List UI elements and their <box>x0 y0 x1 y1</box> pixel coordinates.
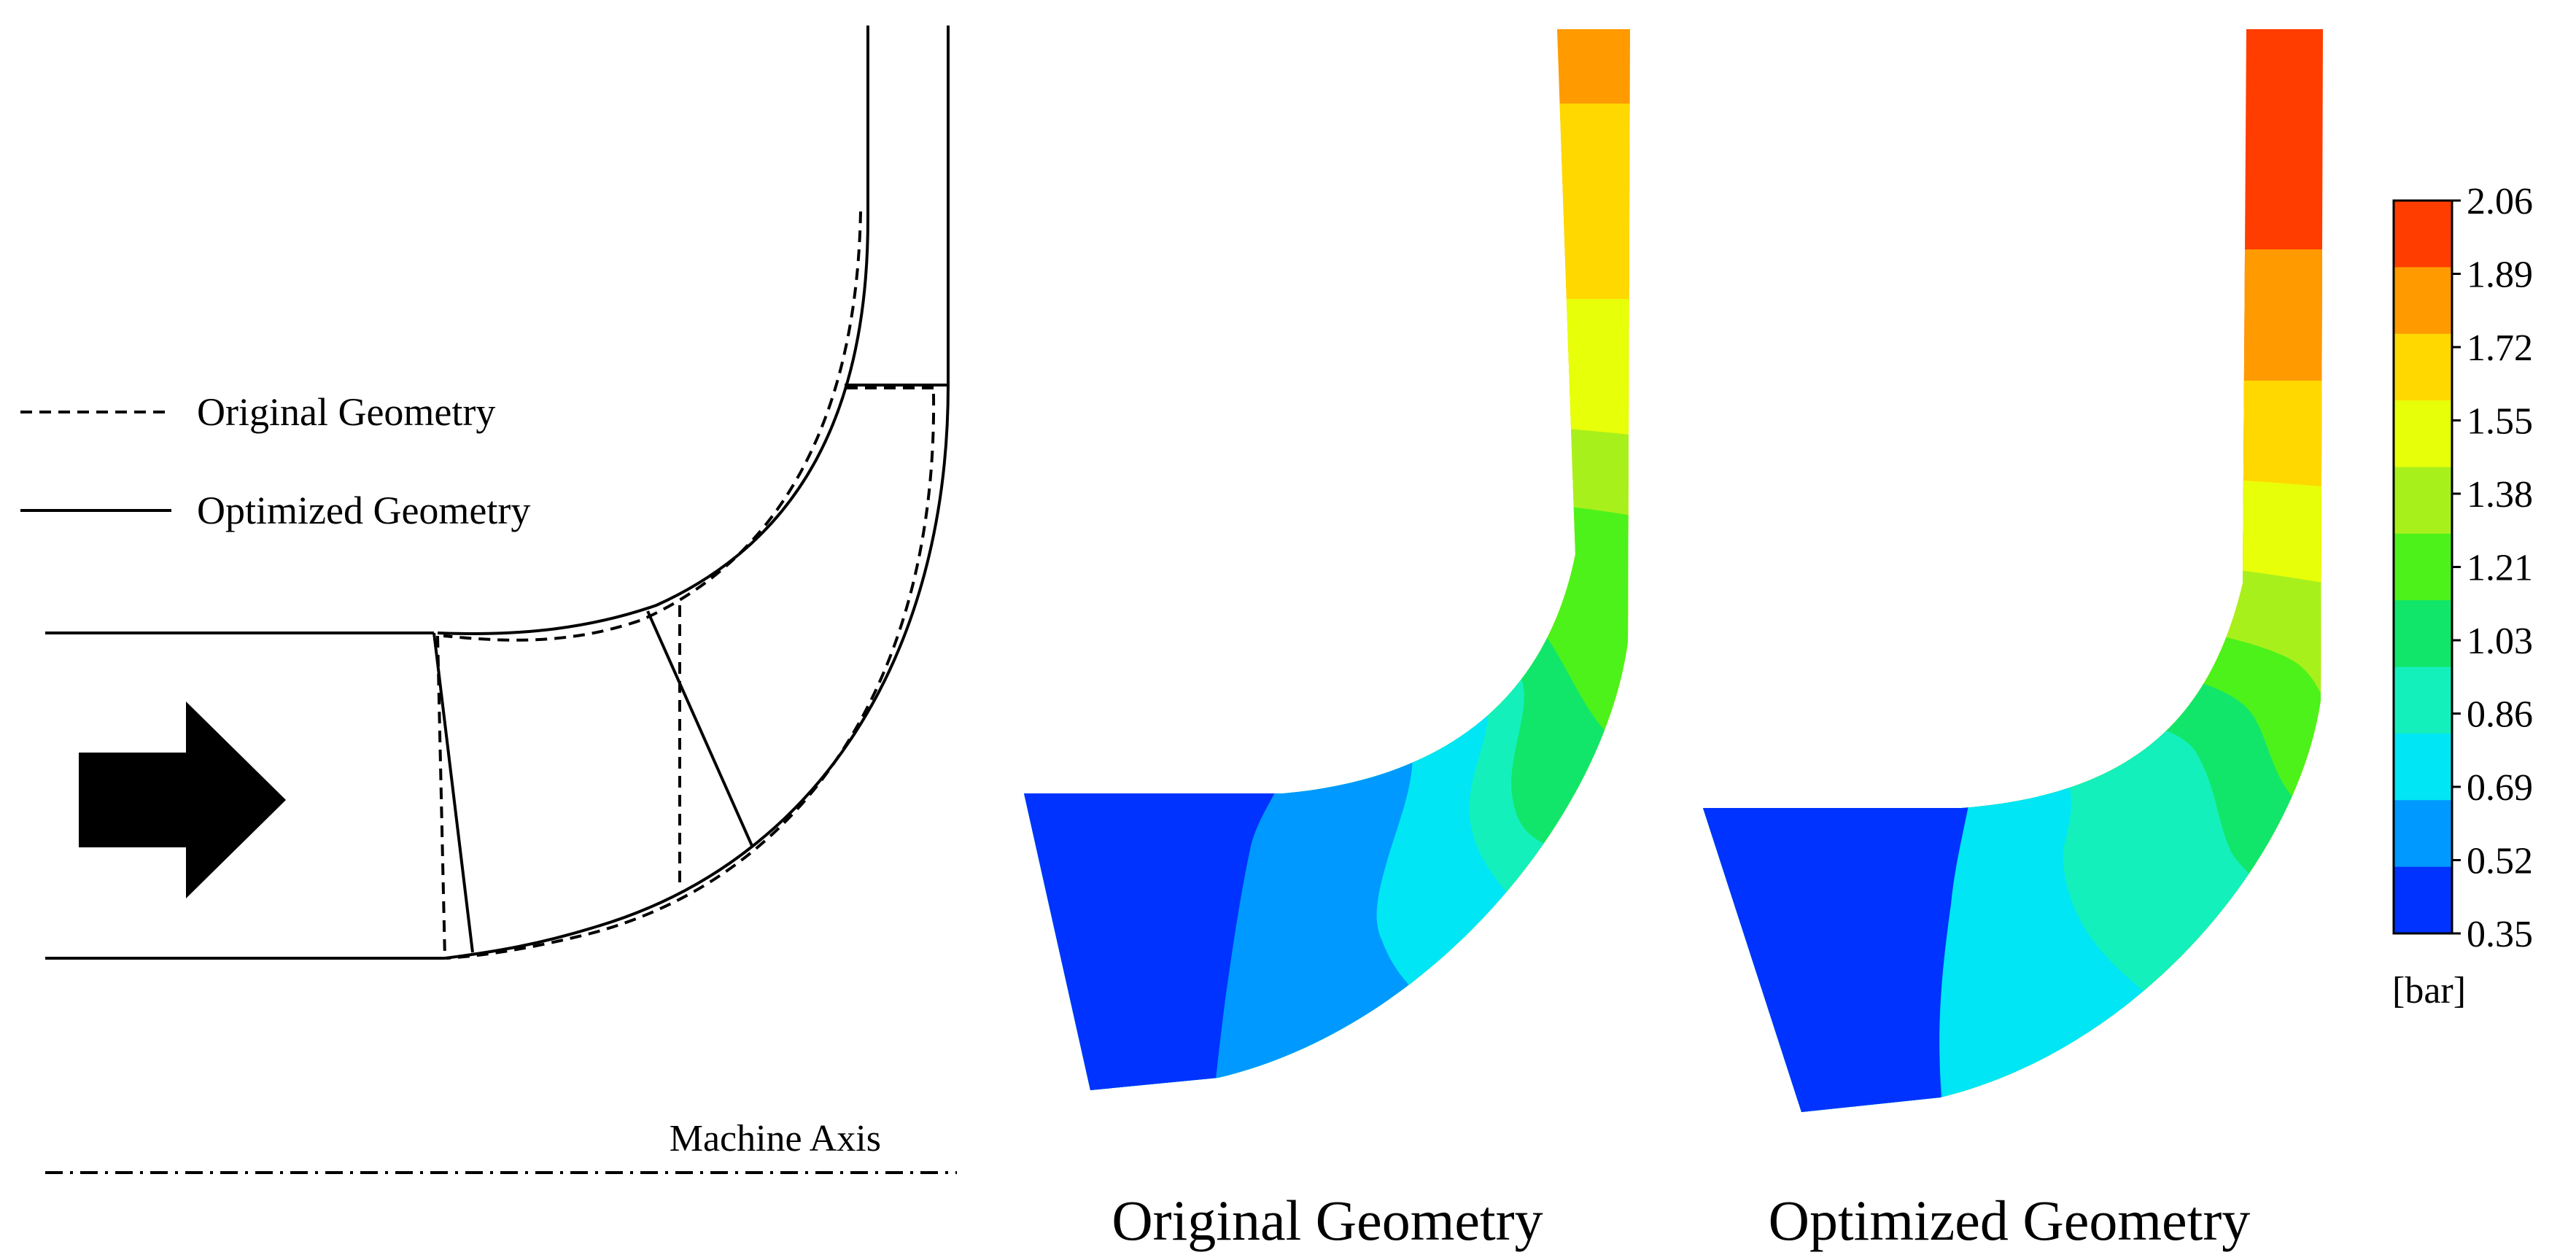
colorbar-tick-label: 0.52 <box>2467 841 2533 882</box>
colorbar-tick-label: 1.89 <box>2467 255 2533 296</box>
geometry-comparison-diagram: Original Geometry Optimized Geometry <box>20 26 957 1174</box>
colorbar-swatch-3 <box>2394 400 2452 467</box>
colorbar-swatch-8 <box>2394 733 2452 801</box>
colorbar-swatch-7 <box>2394 667 2452 734</box>
colorbar-tick-label: 1.21 <box>2467 548 2533 589</box>
caption-optimized: Optimized Geometry <box>1769 1189 2251 1252</box>
optimized-band-inlet-low <box>1703 802 1969 1112</box>
colorbar-tick-label: 0.69 <box>2467 767 2533 809</box>
original-geometry-outline <box>436 211 941 960</box>
colorbar-swatch-9 <box>2394 800 2452 868</box>
colorbar-swatch-4 <box>2394 467 2452 535</box>
colorbar-tick-label: 1.72 <box>2467 327 2533 369</box>
colorbar-swatch-2 <box>2394 333 2452 401</box>
colorbar-tick-label: 0.35 <box>2467 914 2533 955</box>
optimized-geometry-outline <box>45 26 950 960</box>
machine-axis-label: Machine Axis <box>670 1118 881 1159</box>
colorbar: 2.06 1.89 1.72 1.55 1.38 1.21 1.03 0.86 0.69 0.52… <box>2392 181 2533 1011</box>
colorbar-unit: [bar] <box>2392 970 2466 1011</box>
colorbar-tick-label: 1.03 <box>2467 621 2533 662</box>
colorbar-swatch-5 <box>2394 533 2452 601</box>
colorbar-tick-label: 1.55 <box>2467 401 2533 443</box>
colorbar-ticks: 2.06 1.89 1.72 1.55 1.38 1.21 1.03 0.86 0.69 0.52… <box>2452 181 2533 955</box>
flow-arrow-icon <box>79 702 286 898</box>
colorbar-swatch-10 <box>2394 866 2452 934</box>
colorbar-swatch-1 <box>2394 267 2452 335</box>
colorbar-tick-label: 2.06 <box>2467 181 2533 222</box>
legend-optimized-label: Optimized Geometry <box>197 489 530 532</box>
colorbar-swatch-0 <box>2394 201 2452 268</box>
colorbar-swatch-6 <box>2394 600 2452 668</box>
colorbar-tick-label: 0.86 <box>2467 694 2533 736</box>
legend-original-label: Original Geometry <box>197 390 495 434</box>
colorbar-tick-label: 1.38 <box>2467 474 2533 516</box>
caption-original: Original Geometry <box>1112 1189 1543 1252</box>
optimized-pressure-contour: Optimized Geometry <box>1703 29 2323 1252</box>
colorbar-swatches <box>2394 201 2452 934</box>
original-pressure-contour: Original Geometry <box>1024 29 1630 1252</box>
